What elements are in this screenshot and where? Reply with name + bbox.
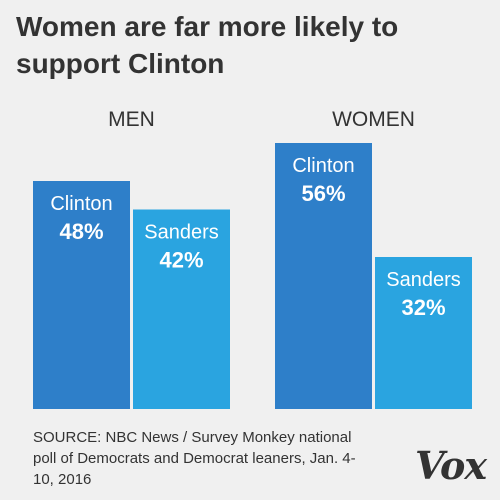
group-label-women: WOMEN — [332, 108, 415, 131]
bar-value-label-women-clinton: 56% — [301, 181, 345, 206]
bar-men-sanders — [133, 209, 230, 409]
bar-value-label-women-sanders: 32% — [401, 295, 445, 320]
bar-series-label-women-clinton: Clinton — [292, 155, 354, 177]
source-note: SOURCE: NBC News / Survey Monkey nationa… — [33, 429, 356, 488]
chart-title: Women are far more likely to support Cli… — [16, 11, 399, 79]
bar-value-label-men-sanders: 42% — [159, 248, 203, 273]
bar-series-label-men-sanders: Sanders — [144, 222, 219, 244]
bar-women-sanders — [375, 257, 472, 409]
bar-value-label-men-clinton: 48% — [59, 219, 103, 244]
bar-men-clinton — [33, 181, 130, 409]
group-label-men: MEN — [108, 108, 155, 131]
bar-series-label-men-clinton: Clinton — [50, 193, 112, 215]
vox-logo: Vox — [415, 443, 487, 488]
bar-women-clinton — [275, 143, 372, 409]
bar-series-label-women-sanders: Sanders — [386, 269, 461, 291]
